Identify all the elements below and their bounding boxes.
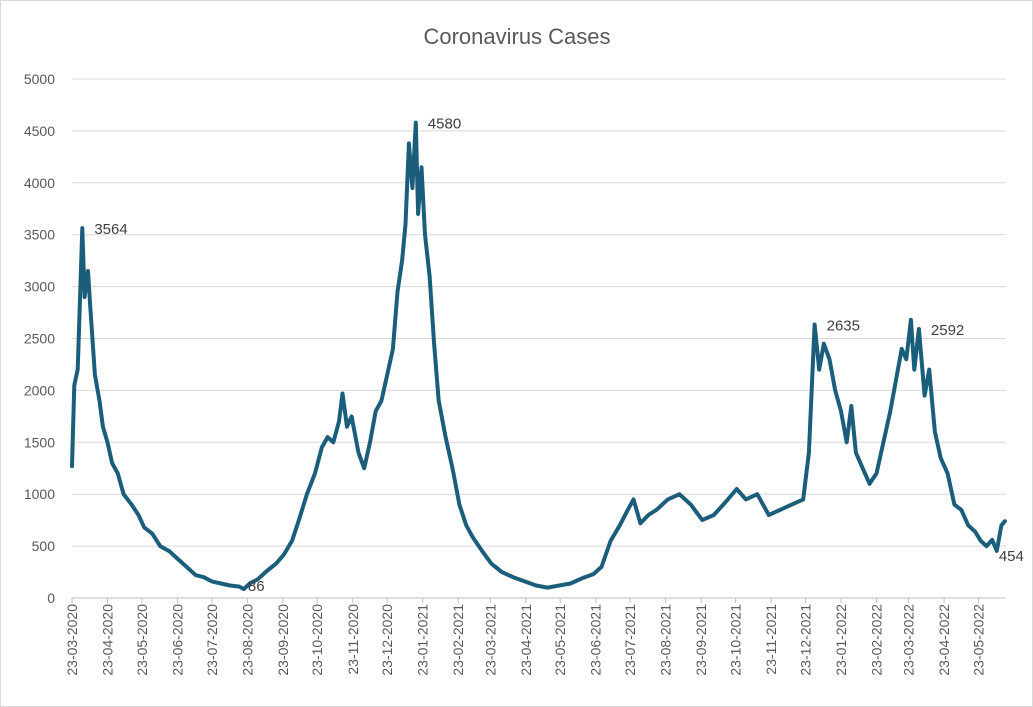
data-label: 86: [248, 578, 265, 595]
x-tick-label: 23-04-2022: [936, 604, 952, 676]
x-tick-label: 23-09-2021: [693, 604, 709, 676]
x-tick-label: 23-05-2020: [134, 604, 150, 676]
y-tick-label: 1000: [24, 486, 55, 502]
x-tick-label: 23-04-2020: [100, 604, 116, 676]
x-tick-label: 23-02-2021: [450, 604, 466, 676]
x-tick-label: 23-08-2021: [658, 604, 674, 676]
data-label: 2592: [931, 322, 964, 339]
data-label: 3564: [94, 221, 127, 238]
x-tick-label: 23-01-2022: [833, 604, 849, 676]
series-line-cases: [70, 120, 1007, 592]
x-tick-label: 23-03-2022: [901, 604, 917, 676]
x-tick-label: 23-10-2020: [309, 604, 325, 676]
x-tick-label: 23-12-2020: [379, 604, 395, 676]
y-tick-label: 500: [32, 538, 56, 554]
x-tick-label: 23-12-2021: [797, 604, 813, 676]
x-tick-label: 23-09-2020: [275, 604, 291, 676]
y-tick-label: 4000: [24, 175, 55, 191]
x-tick-label: 23-06-2021: [588, 604, 604, 676]
y-tick-label: 3500: [24, 227, 55, 243]
x-axis: 23-03-2020 23-04-2020 23-05-2020 23-06-2020…: [64, 597, 1006, 676]
y-tick-label: 3000: [24, 279, 55, 295]
x-tick-label: 23-08-2020: [239, 604, 255, 676]
x-tick-label: 23-03-2021: [482, 604, 498, 676]
y-tick-label: 2500: [24, 331, 55, 347]
x-tick-label: 23-11-2021: [763, 604, 779, 675]
x-tick-label: 23-05-2021: [552, 604, 568, 676]
y-tick-label: 0: [47, 590, 55, 606]
data-label: 2635: [827, 317, 860, 334]
y-tick-label: 1500: [24, 434, 55, 450]
x-tick-label: 23-01-2021: [415, 604, 431, 676]
x-tick-label: 23-05-2022: [970, 604, 986, 676]
gridlines: [72, 78, 1006, 547]
x-tick-label: 23-10-2021: [728, 604, 744, 676]
x-tick-label: 23-07-2021: [622, 604, 638, 676]
x-tick-label: 23-03-2020: [64, 604, 80, 676]
x-tick-label: 23-07-2020: [204, 604, 220, 676]
chart-title: Coronavirus Cases: [423, 24, 610, 49]
x-tick-label: 23-06-2020: [169, 604, 185, 676]
data-labels: 3564 86 4580 2635 2592 454: [94, 116, 1024, 595]
x-tick-label: 23-11-2020: [345, 604, 361, 675]
x-tick-label: 23-04-2021: [518, 604, 534, 676]
data-label: 454: [999, 548, 1024, 565]
x-tick-label: 23-02-2022: [869, 604, 885, 676]
y-tick-label: 5000: [24, 71, 55, 87]
y-axis: 0 500 1000 1500 2000 2500 3000 3500 4000 4500 5000: [24, 71, 55, 606]
series-layer: [70, 120, 1007, 592]
y-tick-label: 4500: [24, 123, 55, 139]
y-tick-label: 2000: [24, 382, 55, 398]
data-label: 4580: [428, 116, 461, 133]
